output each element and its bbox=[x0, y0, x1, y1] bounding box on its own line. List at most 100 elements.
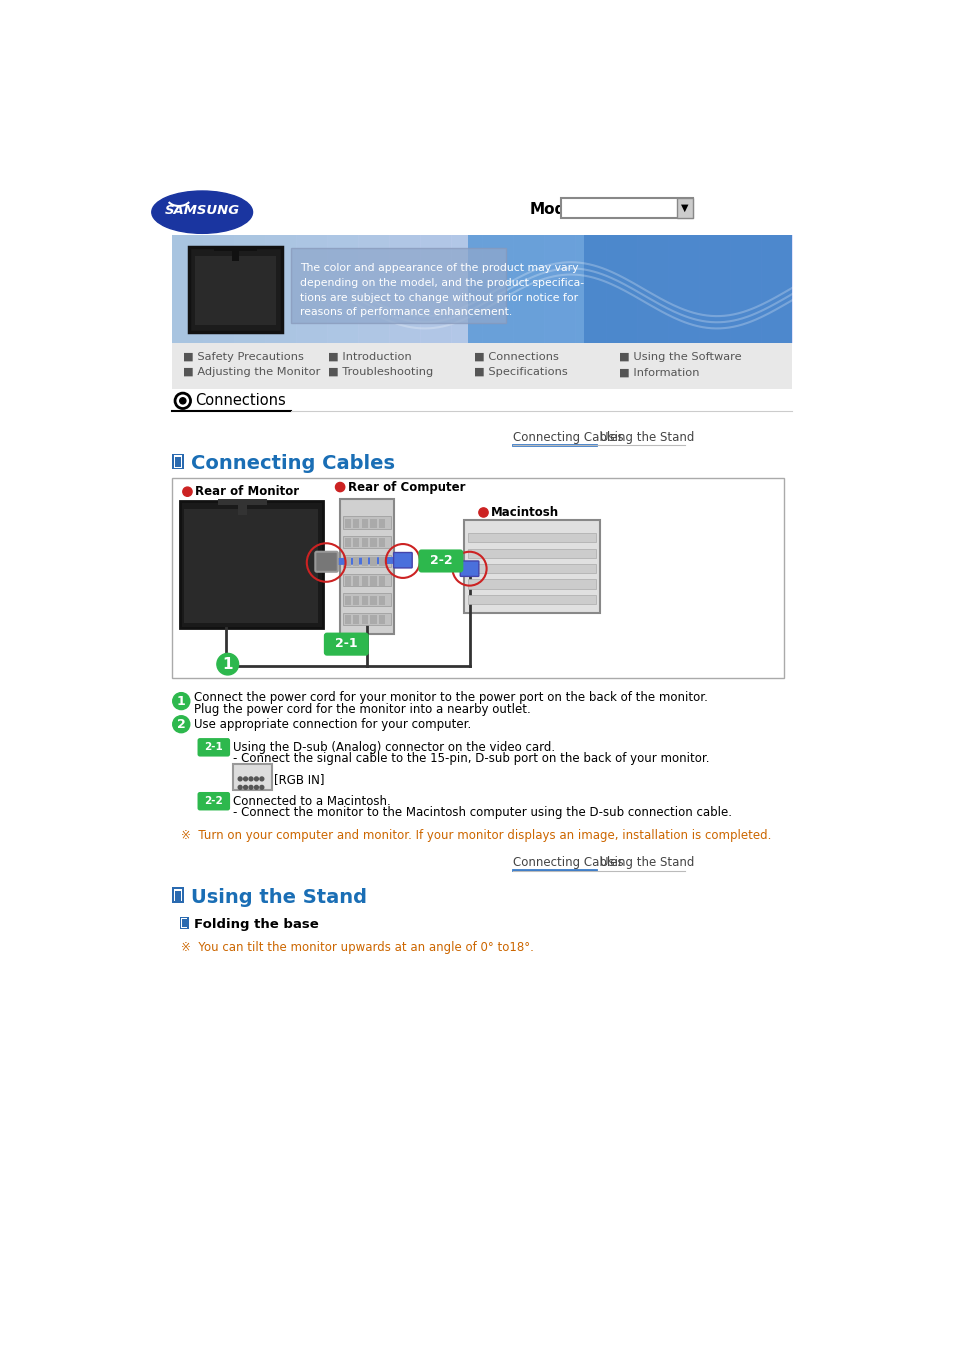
FancyBboxPatch shape bbox=[323, 632, 369, 655]
Bar bbox=[353, 577, 359, 585]
FancyBboxPatch shape bbox=[174, 457, 181, 467]
Bar bbox=[370, 519, 376, 528]
FancyBboxPatch shape bbox=[172, 888, 184, 902]
Text: 1: 1 bbox=[222, 657, 233, 671]
FancyBboxPatch shape bbox=[172, 454, 184, 469]
Bar bbox=[370, 577, 376, 585]
Bar bbox=[344, 577, 351, 585]
Bar bbox=[699, 235, 730, 343]
Text: Macintosh: Macintosh bbox=[491, 507, 558, 519]
FancyBboxPatch shape bbox=[233, 765, 272, 790]
Text: ■ Introduction: ■ Introduction bbox=[328, 351, 412, 362]
Bar bbox=[203, 235, 234, 343]
FancyBboxPatch shape bbox=[291, 247, 505, 323]
Bar bbox=[344, 557, 351, 566]
Circle shape bbox=[259, 785, 264, 789]
Text: ■ Safety Precautions: ■ Safety Precautions bbox=[183, 351, 303, 362]
Bar bbox=[468, 594, 596, 604]
Text: Connect the power cord for your monitor to the power port on the back of the mon: Connect the power cord for your monitor … bbox=[194, 690, 707, 704]
Text: ■ Connections: ■ Connections bbox=[474, 351, 558, 362]
Text: ■ Adjusting the Monitor: ■ Adjusting the Monitor bbox=[183, 367, 320, 377]
Text: Rear of Computer: Rear of Computer bbox=[348, 481, 465, 493]
Bar bbox=[637, 235, 668, 343]
Text: ■ Specifications: ■ Specifications bbox=[474, 367, 567, 377]
Bar bbox=[575, 235, 606, 343]
Bar bbox=[295, 235, 328, 343]
Bar bbox=[729, 235, 760, 343]
Bar bbox=[378, 557, 385, 566]
FancyBboxPatch shape bbox=[560, 197, 692, 218]
FancyBboxPatch shape bbox=[189, 247, 282, 331]
Circle shape bbox=[216, 654, 238, 676]
Bar bbox=[361, 577, 368, 585]
Text: ■ Information: ■ Information bbox=[618, 367, 699, 377]
Bar bbox=[353, 519, 359, 528]
Text: Connections: Connections bbox=[195, 393, 286, 408]
Bar bbox=[677, 197, 692, 218]
Circle shape bbox=[183, 488, 192, 496]
Circle shape bbox=[243, 777, 247, 781]
Text: - Connect the signal cable to the 15-pin, D-sub port on the back of your monitor: - Connect the signal cable to the 15-pin… bbox=[233, 753, 709, 766]
Text: Plug the power cord for the monitor into a nearby outlet.: Plug the power cord for the monitor into… bbox=[194, 703, 531, 716]
Circle shape bbox=[172, 716, 190, 732]
Circle shape bbox=[243, 785, 247, 789]
Circle shape bbox=[179, 397, 186, 404]
Bar bbox=[353, 596, 359, 605]
Circle shape bbox=[254, 777, 258, 781]
FancyBboxPatch shape bbox=[179, 501, 323, 628]
Bar bbox=[361, 538, 368, 547]
Bar bbox=[361, 615, 368, 624]
Circle shape bbox=[238, 785, 242, 789]
Circle shape bbox=[238, 777, 242, 781]
Bar bbox=[468, 580, 596, 589]
Text: Using the Stand: Using the Stand bbox=[599, 431, 694, 444]
Bar bbox=[233, 235, 266, 343]
Bar bbox=[370, 557, 376, 566]
Bar bbox=[172, 235, 791, 343]
Bar bbox=[760, 235, 792, 343]
Bar bbox=[378, 538, 385, 547]
Text: Rear of Monitor: Rear of Monitor bbox=[195, 485, 299, 499]
Text: [RGB IN]: [RGB IN] bbox=[274, 773, 324, 786]
Bar bbox=[370, 538, 376, 547]
Bar bbox=[370, 615, 376, 624]
FancyBboxPatch shape bbox=[464, 520, 599, 612]
FancyBboxPatch shape bbox=[182, 920, 187, 927]
FancyBboxPatch shape bbox=[173, 455, 182, 467]
Bar bbox=[343, 516, 391, 528]
FancyBboxPatch shape bbox=[174, 890, 181, 901]
Text: ※  You can tilt the monitor upwards at an angle of 0° to18°.: ※ You can tilt the monitor upwards at an… bbox=[181, 942, 534, 954]
FancyBboxPatch shape bbox=[418, 550, 463, 573]
Bar bbox=[344, 538, 351, 547]
Bar bbox=[389, 235, 420, 343]
Bar bbox=[237, 501, 247, 515]
Bar bbox=[353, 615, 359, 624]
Bar bbox=[353, 538, 359, 547]
Text: ▼: ▼ bbox=[680, 203, 688, 212]
Bar bbox=[184, 508, 318, 623]
Circle shape bbox=[259, 777, 264, 781]
Bar bbox=[361, 596, 368, 605]
Bar bbox=[344, 519, 351, 528]
Bar bbox=[468, 549, 596, 558]
Bar bbox=[543, 235, 575, 343]
Text: 2-1: 2-1 bbox=[335, 636, 357, 650]
Bar bbox=[344, 615, 351, 624]
Bar bbox=[344, 596, 351, 605]
Bar bbox=[343, 593, 391, 605]
Circle shape bbox=[478, 508, 488, 517]
Bar bbox=[213, 246, 257, 251]
Text: 1: 1 bbox=[176, 694, 186, 708]
Bar bbox=[378, 596, 385, 605]
Text: Use appropriate connection for your computer.: Use appropriate connection for your comp… bbox=[194, 717, 471, 731]
Text: Using the D-sub (Analog) connector on the video card.: Using the D-sub (Analog) connector on th… bbox=[233, 740, 555, 754]
FancyBboxPatch shape bbox=[315, 551, 337, 571]
Text: Connecting Cables: Connecting Cables bbox=[513, 857, 623, 869]
Bar bbox=[343, 535, 391, 549]
FancyBboxPatch shape bbox=[340, 500, 394, 634]
Bar bbox=[172, 478, 783, 678]
Bar bbox=[370, 596, 376, 605]
Circle shape bbox=[249, 777, 253, 781]
Bar bbox=[481, 235, 513, 343]
Bar bbox=[361, 557, 368, 566]
